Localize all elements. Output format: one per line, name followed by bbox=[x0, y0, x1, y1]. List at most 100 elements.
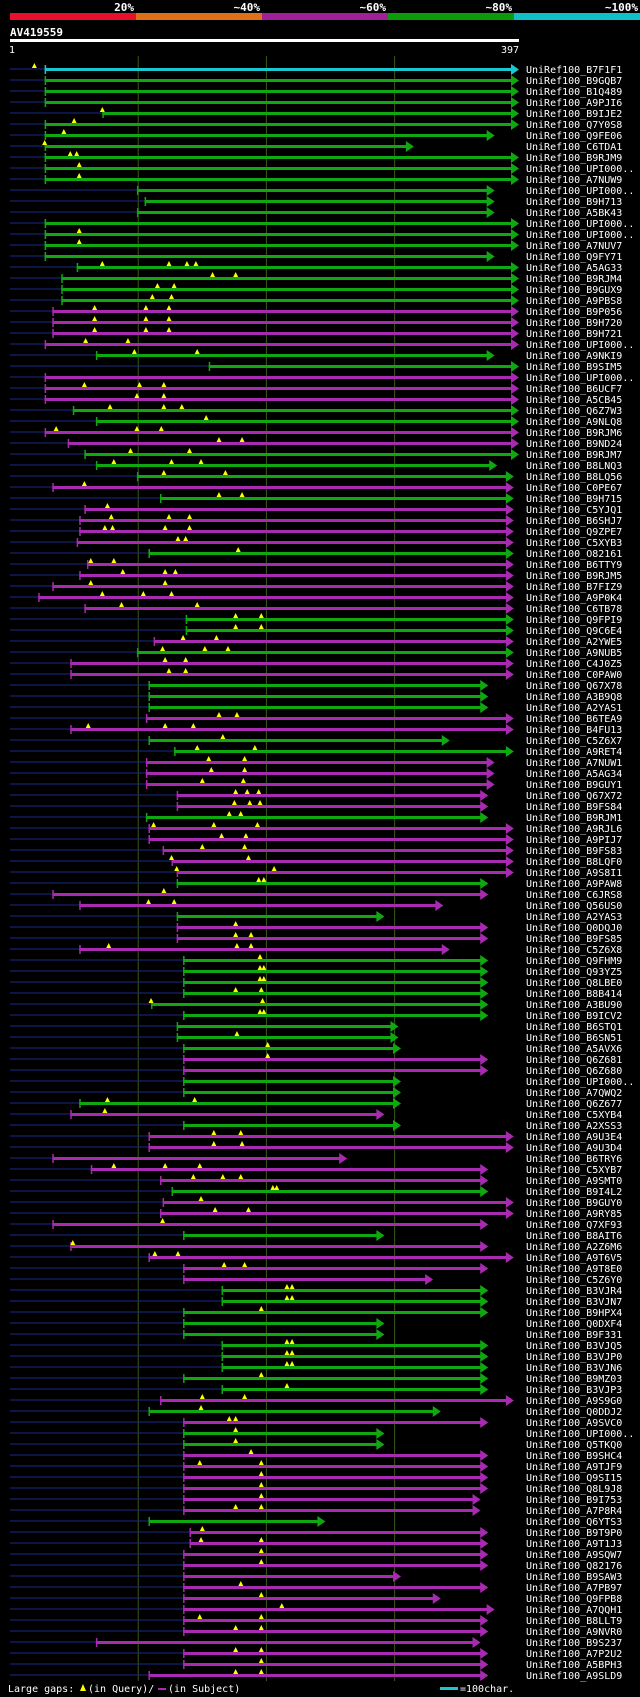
hit-label[interactable]: UniRef100_Q9FY71 bbox=[526, 252, 622, 263]
hit-label[interactable]: UniRef100_A5AVX6 bbox=[526, 1044, 622, 1055]
hit-label[interactable]: UniRef100_B1Q489 bbox=[526, 87, 622, 98]
hit-label[interactable]: UniRef100_B6UCF7 bbox=[526, 384, 622, 395]
hit-label[interactable]: UniRef100_A9PAW8 bbox=[526, 879, 622, 890]
hit-label[interactable]: UniRef100_Q6YTS3 bbox=[526, 1517, 622, 1528]
hit-label[interactable]: UniRef100_Q82176 bbox=[526, 1561, 622, 1572]
hit-label[interactable]: UniRef100_Q9FHM9 bbox=[526, 956, 622, 967]
hit-label[interactable]: UniRef100_B3VJN6 bbox=[526, 1363, 622, 1374]
hit-label[interactable]: UniRef100_Q9SI15 bbox=[526, 1473, 622, 1484]
hit-label[interactable]: UniRef100_Q7Y0S8 bbox=[526, 120, 622, 131]
hit-label[interactable]: UniRef100_UPI000.. bbox=[526, 1429, 634, 1440]
hit-label[interactable]: UniRef100_Q0DDJ2 bbox=[526, 1407, 622, 1418]
hit-label[interactable]: UniRef100_B9GQB7 bbox=[526, 76, 622, 87]
hit-label[interactable]: UniRef100_A7P2U2 bbox=[526, 1649, 622, 1660]
hit-label[interactable]: UniRef100_B3VJP0 bbox=[526, 1352, 622, 1363]
hit-label[interactable]: UniRef100_C5XYB7 bbox=[526, 1165, 622, 1176]
hit-label[interactable]: UniRef100_A9SLD9 bbox=[526, 1671, 622, 1682]
hit-label[interactable]: UniRef100_B9ND24 bbox=[526, 439, 622, 450]
hit-label[interactable]: UniRef100_B9P056 bbox=[526, 307, 622, 318]
hit-label[interactable]: UniRef100_C6TDA1 bbox=[526, 142, 622, 153]
hit-label[interactable]: UniRef100_B9H721 bbox=[526, 329, 622, 340]
hit-label[interactable]: UniRef100_Q6Z680 bbox=[526, 1066, 622, 1077]
hit-label[interactable]: UniRef100_UPI000.. bbox=[526, 373, 634, 384]
hit-label[interactable]: UniRef100_B9RJM4 bbox=[526, 274, 622, 285]
hit-label[interactable]: UniRef100_Q6Z677 bbox=[526, 1099, 622, 1110]
hit-label[interactable]: UniRef100_B8AIT6 bbox=[526, 1231, 622, 1242]
hit-label[interactable]: UniRef100_C4J0Z5 bbox=[526, 659, 622, 670]
hit-label[interactable]: UniRef100_B3VJR4 bbox=[526, 1286, 622, 1297]
hit-label[interactable]: UniRef100_A9SVC0 bbox=[526, 1418, 622, 1429]
hit-label[interactable]: UniRef100_B9SHC4 bbox=[526, 1451, 622, 1462]
hit-label[interactable]: UniRef100_Q0DXF4 bbox=[526, 1319, 622, 1330]
hit-label[interactable]: UniRef100_B9SAW3 bbox=[526, 1572, 622, 1583]
hit-label[interactable]: UniRef100_C5YJQ1 bbox=[526, 505, 622, 516]
hit-label[interactable]: UniRef100_A9T1J3 bbox=[526, 1539, 622, 1550]
hit-label[interactable]: UniRef100_Q7XF93 bbox=[526, 1220, 622, 1231]
hit-label[interactable]: UniRef100_B9F331 bbox=[526, 1330, 622, 1341]
hit-label[interactable]: UniRef100_B9I4L2 bbox=[526, 1187, 622, 1198]
hit-label[interactable]: UniRef100_A2YWE5 bbox=[526, 637, 622, 648]
hit-label[interactable]: UniRef100_Q9FPI9 bbox=[526, 615, 622, 626]
hit-label[interactable]: UniRef100_A9T6V5 bbox=[526, 1253, 622, 1264]
hit-label[interactable]: UniRef100_A9RET4 bbox=[526, 747, 622, 758]
hit-label[interactable]: UniRef100_UPI000.. bbox=[526, 186, 634, 197]
hit-label[interactable]: UniRef100_B9S237 bbox=[526, 1638, 622, 1649]
hit-label[interactable]: UniRef100_A2XSS3 bbox=[526, 1121, 622, 1132]
hit-label[interactable]: UniRef100_C0PAW0 bbox=[526, 670, 622, 681]
hit-label[interactable]: UniRef100_A3B9Q8 bbox=[526, 692, 622, 703]
hit-label[interactable]: UniRef100_A2Z6M6 bbox=[526, 1242, 622, 1253]
hit-label[interactable]: UniRef100_Q8L9J8 bbox=[526, 1484, 622, 1495]
hit-label[interactable]: UniRef100_B7F1F1 bbox=[526, 65, 622, 76]
hit-label[interactable]: UniRef100_A9S9G0 bbox=[526, 1396, 622, 1407]
hit-label[interactable]: UniRef100_A3BU90 bbox=[526, 1000, 622, 1011]
hit-label[interactable]: UniRef100_A9U3D4 bbox=[526, 1143, 622, 1154]
hit-label[interactable]: UniRef100_Q9ZPE7 bbox=[526, 527, 622, 538]
hit-label[interactable]: UniRef100_B9FS84 bbox=[526, 802, 622, 813]
hit-label[interactable]: UniRef100_C5XYB4 bbox=[526, 1110, 622, 1121]
hit-label[interactable]: UniRef100_Q93YZ5 bbox=[526, 967, 622, 978]
hit-label[interactable]: UniRef100_Q6Z7W3 bbox=[526, 406, 622, 417]
hit-label[interactable]: UniRef100_B6SN51 bbox=[526, 1033, 622, 1044]
hit-label[interactable]: UniRef100_C5XYB3 bbox=[526, 538, 622, 549]
hit-label[interactable]: UniRef100_C5Z6Y0 bbox=[526, 1275, 622, 1286]
hit-label[interactable]: UniRef100_B8B414 bbox=[526, 989, 622, 1000]
hit-label[interactable]: UniRef100_A9NKI9 bbox=[526, 351, 622, 362]
hit-label[interactable]: UniRef100_Q56US0 bbox=[526, 901, 622, 912]
hit-label[interactable]: UniRef100_B9MZ03 bbox=[526, 1374, 622, 1385]
hit-label[interactable]: UniRef100_UPI000.. bbox=[526, 164, 634, 175]
hit-label[interactable]: UniRef100_A5AG34 bbox=[526, 769, 622, 780]
hit-label[interactable]: UniRef100_Q8LBE0 bbox=[526, 978, 622, 989]
hit-label[interactable]: UniRef100_C6JRS8 bbox=[526, 890, 622, 901]
hit-label[interactable]: UniRef100_Q67X72 bbox=[526, 791, 622, 802]
hit-label[interactable]: UniRef100_A9NLQ8 bbox=[526, 417, 622, 428]
hit-label[interactable]: UniRef100_Q9FPB8 bbox=[526, 1594, 622, 1605]
hit-label[interactable]: UniRef100_A9RY85 bbox=[526, 1209, 622, 1220]
hit-label[interactable]: UniRef100_B9T9P0 bbox=[526, 1528, 622, 1539]
hit-label[interactable]: UniRef100_B6TRY6 bbox=[526, 1154, 622, 1165]
hit-label[interactable]: UniRef100_B9GUY0 bbox=[526, 1198, 622, 1209]
hit-label[interactable]: UniRef100_B9HPX4 bbox=[526, 1308, 622, 1319]
hit-label[interactable]: UniRef100_A9SMT0 bbox=[526, 1176, 622, 1187]
hit-label[interactable]: UniRef100_B9GUY1 bbox=[526, 780, 622, 791]
hit-label[interactable]: UniRef100_A7P8R4 bbox=[526, 1506, 622, 1517]
hit-label[interactable]: UniRef100_A7PB97 bbox=[526, 1583, 622, 1594]
hit-label[interactable]: UniRef100_B8LNQ3 bbox=[526, 461, 622, 472]
hit-label[interactable]: UniRef100_B6SHJ7 bbox=[526, 516, 622, 527]
hit-label[interactable]: UniRef100_B6STQ1 bbox=[526, 1022, 622, 1033]
hit-label[interactable]: UniRef100_A9TJF9 bbox=[526, 1462, 622, 1473]
hit-label[interactable]: UniRef100_A9NVR0 bbox=[526, 1627, 622, 1638]
hit-label[interactable]: UniRef100_A9T8E0 bbox=[526, 1264, 622, 1275]
hit-label[interactable]: UniRef100_C0PE67 bbox=[526, 483, 622, 494]
hit-label[interactable]: UniRef100_B9H720 bbox=[526, 318, 622, 329]
hit-label[interactable]: UniRef100_B9H715 bbox=[526, 494, 622, 505]
hit-label[interactable]: UniRef100_A9P0K4 bbox=[526, 593, 622, 604]
hit-label[interactable]: UniRef100_A7NUV7 bbox=[526, 241, 622, 252]
hit-label[interactable]: UniRef100_B9SIM5 bbox=[526, 362, 622, 373]
hit-label[interactable]: UniRef100_A5AG33 bbox=[526, 263, 622, 274]
hit-label[interactable]: UniRef100_A5BK43 bbox=[526, 208, 622, 219]
hit-label[interactable]: UniRef100_Q67X78 bbox=[526, 681, 622, 692]
hit-label[interactable]: UniRef100_A5CB45 bbox=[526, 395, 622, 406]
hit-label[interactable]: UniRef100_A7QQH1 bbox=[526, 1605, 622, 1616]
hit-label[interactable]: UniRef100_A7QWQ2 bbox=[526, 1088, 622, 1099]
hit-label[interactable]: UniRef100_Q5TKQ0 bbox=[526, 1440, 622, 1451]
